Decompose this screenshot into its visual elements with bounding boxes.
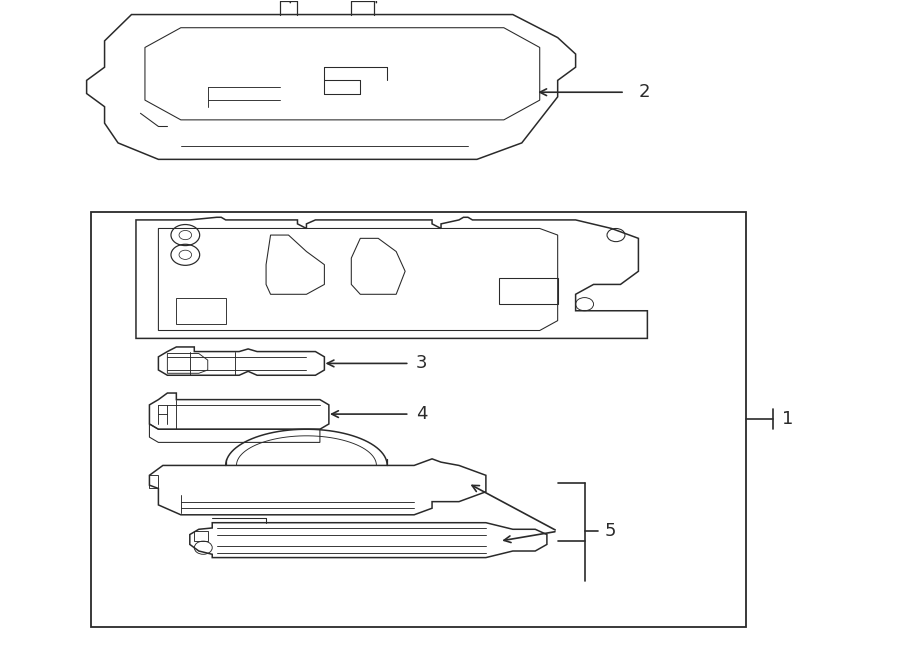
Bar bbox=[91, 212, 746, 627]
Text: 1: 1 bbox=[782, 410, 793, 428]
Text: 5: 5 bbox=[604, 522, 616, 540]
Text: 3: 3 bbox=[416, 354, 428, 372]
Text: 2: 2 bbox=[638, 83, 650, 101]
Text: 4: 4 bbox=[416, 405, 428, 423]
